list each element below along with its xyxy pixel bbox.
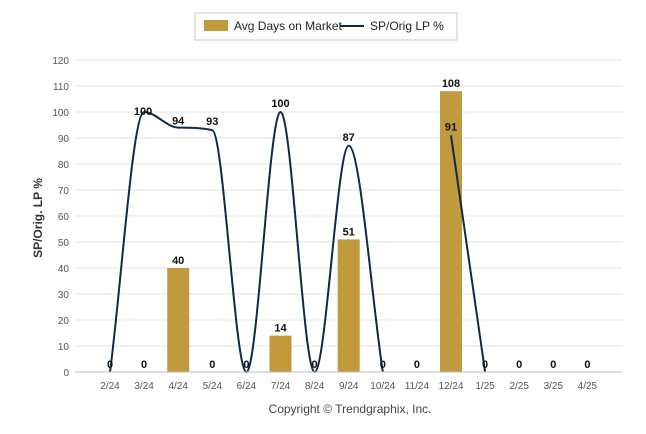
bar-9/24 [337,239,360,372]
bar-value-label: 0 [380,359,386,371]
x-tick-label: 7/24 [271,381,291,392]
y-tick-label: 80 [58,160,70,171]
x-tick-label: 2/25 [509,381,529,392]
line-value-label: 100 [134,106,152,118]
y-tick-label: 120 [52,56,69,67]
bar-value-label: 14 [274,323,287,335]
legend-bar-label: Avg Days on Market [234,19,342,33]
line-value-label: 87 [343,132,355,144]
y-tick-label: 90 [58,134,70,145]
line-value-label: 94 [172,116,185,128]
bar-value-label: 0 [243,359,249,371]
line-value-label: 91 [445,121,457,133]
y-tick-label: 60 [58,212,70,223]
bar-4/24 [167,268,190,372]
line-value-label: 93 [206,116,218,128]
bar-value-label: 51 [343,226,355,238]
y-tick-label: 20 [58,316,70,327]
x-tick-label: 5/24 [203,381,223,392]
bar-value-label: 108 [442,78,460,90]
bar-7/24 [269,335,292,372]
legend-box [194,12,458,41]
y-tick-label: 110 [53,82,69,93]
x-tick-label: 1/25 [475,381,495,392]
bar-value-label: 0 [414,359,420,371]
x-tick-label: 12/24 [438,381,463,392]
bar-12/24 [440,91,462,372]
y-tick-label: 30 [58,290,70,301]
y-axis-title: SP/Orig. LP % [31,178,45,258]
bar-value-label: 0 [550,359,556,371]
bar-value-label: 0 [141,359,147,371]
sp-orig-line-segment-1 [450,135,487,373]
x-tick-label: 4/24 [168,381,188,392]
x-tick-label: 8/24 [305,381,325,392]
y-tick-label: 50 [58,238,70,249]
bar-value-label: 0 [516,359,522,371]
x-tick-label: 4/25 [578,381,598,392]
x-tick-label: 11/24 [405,381,430,392]
data-labels: 0 0 40 0 0 14 0 51 0 0 108 0 0 0 0 100 94 93 100 87 91 [107,78,591,371]
y-tick-label: 40 [58,264,70,275]
line-value-label: 100 [271,98,289,110]
bar-value-label: 40 [172,255,184,267]
x-tick-label: 6/24 [237,381,257,392]
copyright-text: Copyright © Trendgraphix, Inc. [269,402,432,416]
y-tick-label: 100 [52,108,69,119]
x-tick-label: 2/24 [100,381,120,392]
sp-orig-line-segment-0 [109,110,384,374]
x-tick-label: 9/24 [339,381,359,392]
y-tick-label: 0 [63,368,69,379]
bars [167,91,462,372]
bar-value-label: 0 [107,359,113,371]
bar-value-label: 0 [312,359,318,371]
legend-bar-swatch [204,20,228,31]
y-tick-label: 70 [58,186,70,197]
x-tick-label: 10/24 [370,381,395,392]
axes: 0 10 20 30 40 50 60 70 80 90 100 110 120 2/24 3/24 4/24… [52,56,622,392]
line-series [109,110,487,374]
legend: Avg Days on Market SP/Orig LP % [194,12,458,41]
bar-value-label: 0 [482,359,488,371]
legend-line-label: SP/Orig LP % [370,19,444,33]
bar-value-label: 0 [209,359,215,371]
bar-value-label: 0 [584,359,590,371]
x-tick-label: 3/24 [134,381,154,392]
x-tick-label: 3/25 [544,381,564,392]
y-tick-label: 10 [58,342,70,353]
